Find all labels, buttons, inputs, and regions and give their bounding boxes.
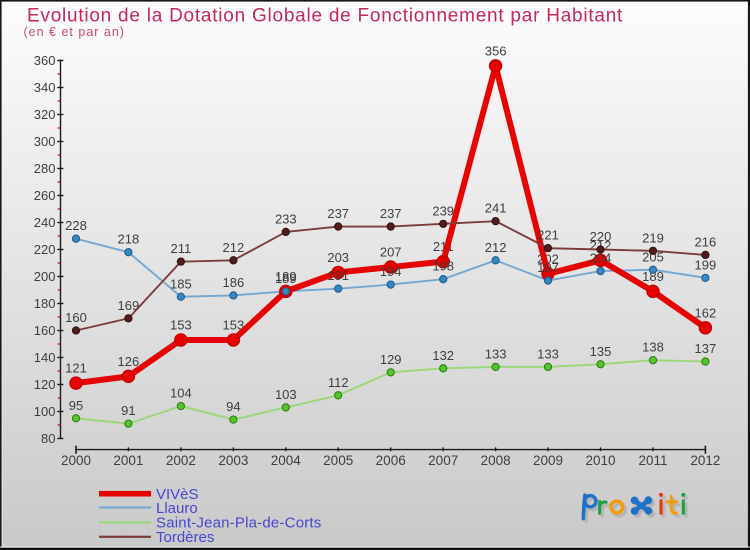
svg-text:194: 194 <box>380 264 402 279</box>
svg-text:2006: 2006 <box>376 453 406 468</box>
svg-text:240: 240 <box>34 215 56 230</box>
svg-text:241: 241 <box>485 201 507 216</box>
svg-text:120: 120 <box>34 377 56 392</box>
svg-text:(en € et par an): (en € et par an) <box>24 25 125 39</box>
svg-text:112: 112 <box>328 375 349 390</box>
svg-text:160: 160 <box>34 323 56 338</box>
svg-text:153: 153 <box>223 317 245 332</box>
svg-text:104: 104 <box>170 386 192 401</box>
svg-text:205: 205 <box>642 249 664 264</box>
svg-text:121: 121 <box>65 361 87 376</box>
svg-text:153: 153 <box>170 317 192 332</box>
svg-text:2004: 2004 <box>271 453 302 468</box>
svg-text:191: 191 <box>327 268 349 283</box>
svg-text:140: 140 <box>34 350 56 365</box>
svg-text:233: 233 <box>275 211 297 226</box>
svg-text:VIVèS: VIVèS <box>156 486 199 503</box>
svg-text:Saint-Jean-Pla-de-Corts: Saint-Jean-Pla-de-Corts <box>156 515 322 532</box>
svg-text:169: 169 <box>118 298 140 313</box>
svg-text:100: 100 <box>34 404 56 419</box>
svg-text:2002: 2002 <box>166 453 196 468</box>
svg-text:103: 103 <box>275 387 297 402</box>
svg-text:Tordères: Tordères <box>156 529 214 546</box>
svg-text:220: 220 <box>34 242 56 257</box>
svg-text:220: 220 <box>590 229 612 244</box>
svg-text:2003: 2003 <box>218 453 248 468</box>
svg-text:189: 189 <box>275 271 297 286</box>
svg-text:2009: 2009 <box>533 453 563 468</box>
svg-text:2000: 2000 <box>61 453 91 468</box>
svg-text:Evolution de la Dotation Globa: Evolution de la Dotation Globale de Fonc… <box>27 6 623 27</box>
svg-text:2011: 2011 <box>638 453 667 468</box>
svg-text:198: 198 <box>432 259 454 274</box>
svg-text:186: 186 <box>223 275 245 290</box>
svg-text:228: 228 <box>65 218 87 233</box>
svg-text:Llauro: Llauro <box>156 500 198 517</box>
svg-text:204: 204 <box>590 251 612 266</box>
svg-text:129: 129 <box>380 352 402 367</box>
svg-text:138: 138 <box>642 340 664 355</box>
svg-text:320: 320 <box>34 107 56 122</box>
svg-text:2007: 2007 <box>428 453 458 468</box>
svg-text:189: 189 <box>275 269 297 284</box>
svg-text:199: 199 <box>695 257 717 272</box>
svg-text:2001: 2001 <box>113 453 143 468</box>
svg-text:207: 207 <box>380 245 402 260</box>
svg-text:94: 94 <box>226 399 240 414</box>
svg-text:356: 356 <box>485 43 507 58</box>
svg-text:132: 132 <box>432 348 454 363</box>
svg-text:219: 219 <box>642 230 664 245</box>
svg-text:200: 200 <box>34 269 56 284</box>
svg-text:2012: 2012 <box>690 453 720 468</box>
svg-text:180: 180 <box>34 296 56 311</box>
svg-text:2008: 2008 <box>481 453 511 468</box>
svg-text:160: 160 <box>65 310 87 325</box>
svg-text:300: 300 <box>34 134 56 149</box>
svg-text:260: 260 <box>34 188 56 203</box>
svg-text:360: 360 <box>34 53 56 68</box>
svg-text:135: 135 <box>590 344 612 359</box>
svg-text:237: 237 <box>327 206 349 221</box>
svg-text:80: 80 <box>41 431 55 446</box>
svg-text:185: 185 <box>170 276 192 291</box>
svg-text:212: 212 <box>223 240 245 255</box>
svg-text:133: 133 <box>537 346 559 361</box>
svg-text:133: 133 <box>485 346 507 361</box>
svg-text:212: 212 <box>485 240 507 255</box>
svg-text:2005: 2005 <box>323 453 353 468</box>
svg-text:95: 95 <box>69 398 83 413</box>
svg-text:237: 237 <box>380 206 402 221</box>
svg-text:221: 221 <box>537 228 559 243</box>
svg-text:239: 239 <box>432 203 454 218</box>
svg-text:203: 203 <box>327 250 349 265</box>
svg-text:91: 91 <box>121 403 135 418</box>
svg-text:189: 189 <box>642 269 664 284</box>
svg-text:211: 211 <box>171 241 192 256</box>
svg-text:137: 137 <box>695 341 717 356</box>
svg-text:218: 218 <box>118 232 140 247</box>
svg-text:340: 340 <box>34 80 56 95</box>
svg-text:162: 162 <box>695 305 717 320</box>
svg-text:280: 280 <box>34 161 56 176</box>
svg-text:2010: 2010 <box>585 453 615 468</box>
svg-text:126: 126 <box>118 354 140 369</box>
svg-text:197: 197 <box>537 260 559 275</box>
svg-text:216: 216 <box>695 234 717 249</box>
